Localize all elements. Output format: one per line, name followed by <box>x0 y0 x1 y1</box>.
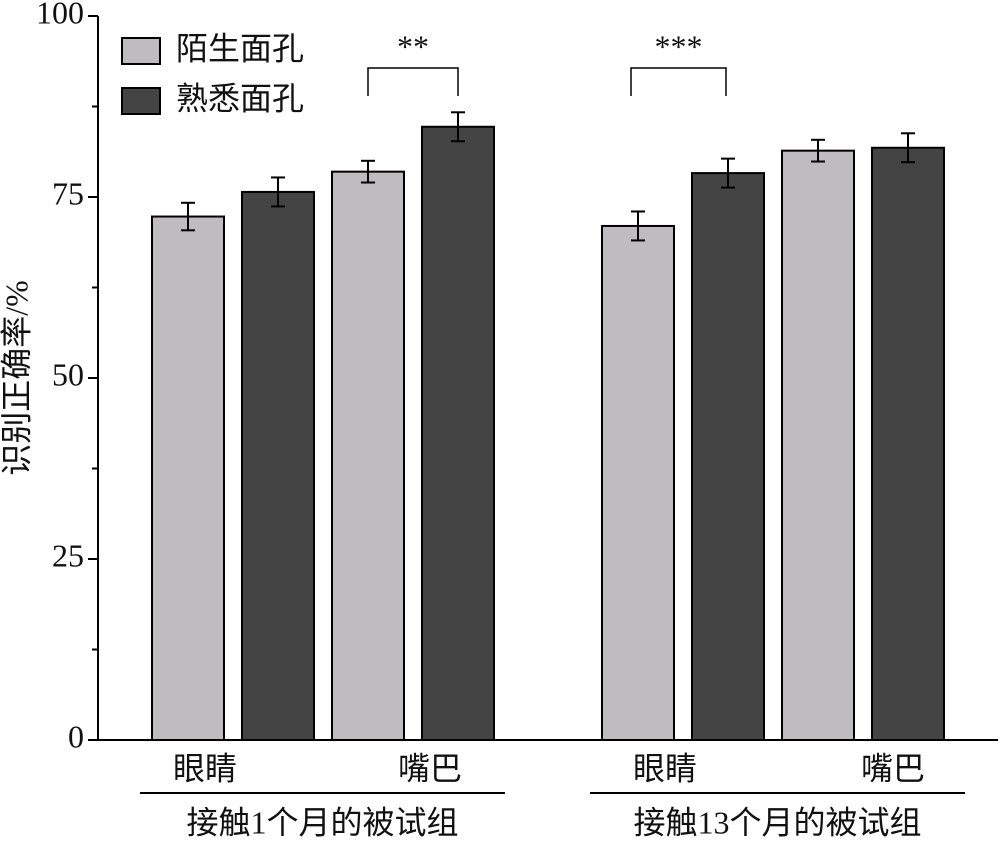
error-bar <box>451 111 465 143</box>
x-tick-label: 嘴巴 <box>398 750 462 786</box>
bar <box>241 190 315 741</box>
significance-bracket <box>367 67 459 96</box>
y-tick-label: 100 <box>36 0 84 30</box>
significance-bracket <box>630 67 727 96</box>
error-bar <box>271 176 285 208</box>
x-tick-label: 嘴巴 <box>861 750 925 786</box>
error-bar <box>721 157 735 189</box>
error-bar <box>361 159 375 184</box>
x-tick-label: 眼睛 <box>173 750 237 786</box>
legend-swatch <box>121 87 161 115</box>
bar <box>331 170 405 742</box>
legend-label: 熟悉面孔 <box>176 80 304 116</box>
bar <box>421 125 495 742</box>
y-axis-label: 识别正确率/% <box>0 280 34 476</box>
x-tick-label: 眼睛 <box>633 750 697 786</box>
bar <box>601 224 675 741</box>
y-tick-label: 75 <box>52 175 84 211</box>
bar <box>691 172 765 742</box>
legend-label: 陌生面孔 <box>176 30 304 66</box>
significance-label: *** <box>655 28 703 64</box>
y-tick-label: 50 <box>52 356 84 392</box>
error-bar <box>811 138 825 163</box>
error-bar <box>901 132 915 164</box>
error-bar <box>181 201 195 232</box>
legend-swatch <box>121 37 161 65</box>
bar <box>871 146 945 741</box>
error-bar <box>631 210 645 242</box>
group-label: 接触13个月的被试组 <box>633 804 921 840</box>
bar <box>781 149 855 741</box>
significance-label: ** <box>397 28 429 64</box>
bar <box>151 215 225 742</box>
group-label: 接触1个月的被试组 <box>186 804 458 840</box>
y-tick-label: 25 <box>52 537 84 573</box>
y-tick-label: 0 <box>68 718 84 754</box>
